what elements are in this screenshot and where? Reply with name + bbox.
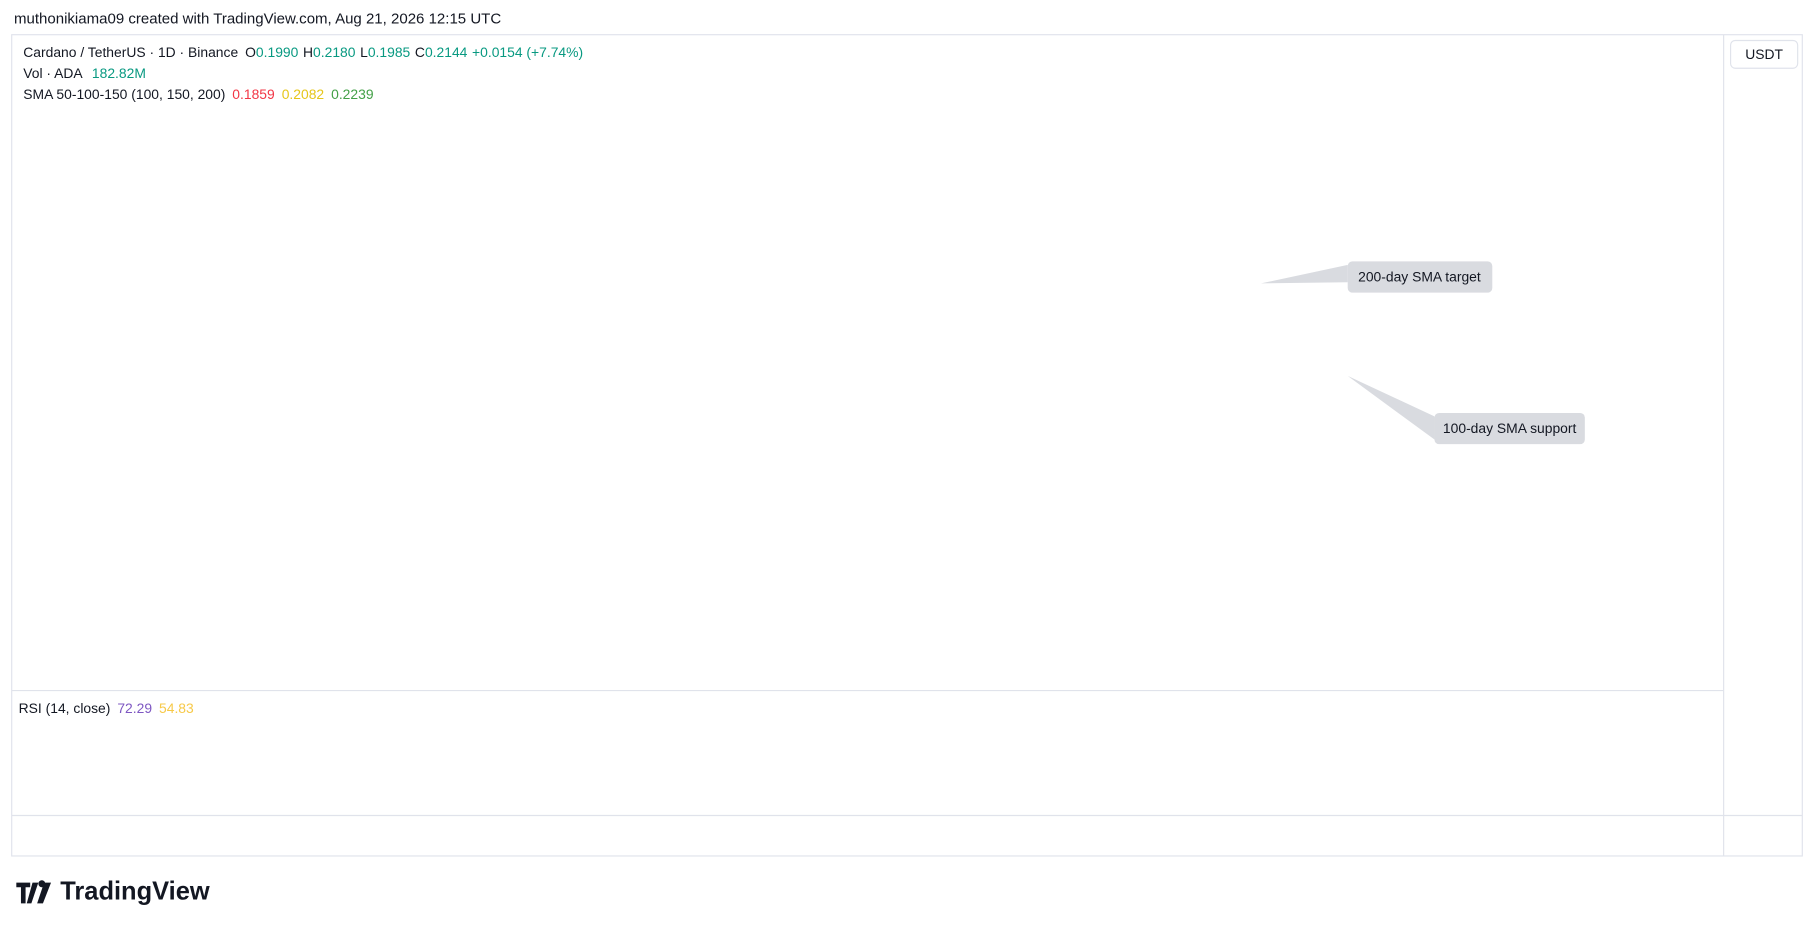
legend-sma-row: SMA 50-100-150 (100, 150, 200) 0.1859 0.20… — [23, 86, 374, 102]
callout-box — [1347, 261, 1493, 293]
logo-text: TradingView — [60, 878, 210, 906]
callout-box — [1434, 412, 1585, 445]
ohlc-key: O — [245, 44, 256, 60]
rsi-label: RSI (14, close) — [19, 700, 111, 716]
callout: 200-day SMA target — [1260, 261, 1493, 293]
callout-text: 200-day SMA target — [1358, 268, 1481, 284]
ohlc-key: C — [415, 44, 425, 60]
sma-label: SMA 50-100-150 (100, 150, 200) — [23, 86, 225, 102]
frame — [11, 34, 1803, 857]
symbol: Cardano / TetherUS · 1D · Binance — [23, 44, 238, 60]
rsi-value: 72.29 — [117, 700, 152, 716]
ohlc-value: 0.2144 — [425, 44, 468, 60]
currency-box[interactable] — [1730, 39, 1799, 69]
callout-text: 100-day SMA support — [1443, 420, 1577, 436]
sma-value: 0.2082 — [282, 86, 325, 102]
legend-symbol-row: Cardano / TetherUS · 1D · Binance O0.1990… — [23, 44, 583, 60]
volume-label: Vol · ADA — [23, 65, 83, 81]
sma-value: 0.2239 — [331, 86, 374, 102]
change: +0.0154 (+7.74%) — [472, 44, 583, 60]
sma-value: 0.1859 — [232, 86, 275, 102]
ohlc-value: 0.1990 — [256, 44, 299, 60]
rsi-ma-value: 54.83 — [159, 700, 194, 716]
legend-volume-row: Vol · ADA 182.82M — [23, 65, 146, 81]
ohlc-key: H — [303, 44, 313, 60]
ohlc-value: 0.1985 — [368, 44, 411, 60]
logo-icon — [16, 880, 52, 904]
ohlc-value: 0.2180 — [313, 44, 356, 60]
logo: TradingView — [16, 878, 210, 906]
rsi-legend: RSI (14, close) 72.29 54.83 — [19, 700, 194, 716]
volume-value: 182.82M — [92, 65, 146, 81]
ohlc-key: L — [360, 44, 368, 60]
attribution: muthonikiama09 created with TradingView.… — [14, 11, 501, 28]
callout-pointer — [1260, 264, 1348, 284]
currency: USDT — [1745, 46, 1783, 62]
